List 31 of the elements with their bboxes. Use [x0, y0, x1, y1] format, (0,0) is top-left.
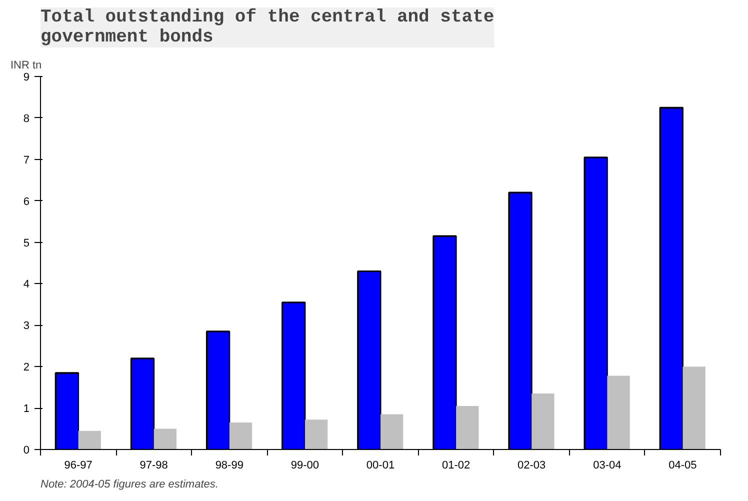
bar: [456, 406, 479, 450]
text: Note: 2004-05 figures are estimates.: [40, 478, 218, 490]
bar: [380, 414, 404, 450]
x-tick-label: 02-03: [518, 460, 546, 472]
x-tick-label: 97-98: [140, 460, 168, 472]
x-tick-label: 04-05: [668, 460, 697, 472]
bar: [532, 394, 554, 450]
y-tick-label: 9: [23, 72, 30, 84]
y-tick-label: 7: [23, 154, 30, 166]
bar: [304, 420, 328, 450]
x-tick-label: 00-01: [366, 460, 395, 472]
y-tick-label: 8: [23, 112, 30, 125]
y-axis-title: INR tn: [10, 60, 42, 72]
bar: [607, 376, 630, 450]
bar: [682, 366, 706, 450]
x-tick-label: 98-99: [215, 460, 244, 472]
x-tick-label: 01-02: [442, 460, 470, 472]
y-tick-label: 3: [23, 320, 30, 332]
y-tick-label: 5: [23, 237, 30, 250]
y-tick-label: 4: [23, 278, 30, 291]
x-tick-label: 96-97: [64, 460, 92, 472]
bar: [229, 422, 252, 450]
x-tick-label: 99-00: [290, 460, 320, 472]
y-tick-label: 2: [23, 362, 30, 374]
y-tick-label: 1: [23, 403, 30, 416]
x-tick-label: 03-04: [593, 460, 622, 472]
chart-title: Total outstanding of the central and state government bonds: [40, 8, 494, 48]
y-tick-label: 6: [23, 196, 30, 208]
y-tick-label: 0: [23, 444, 30, 456]
bar: [154, 428, 176, 450]
bar: [78, 430, 101, 450]
